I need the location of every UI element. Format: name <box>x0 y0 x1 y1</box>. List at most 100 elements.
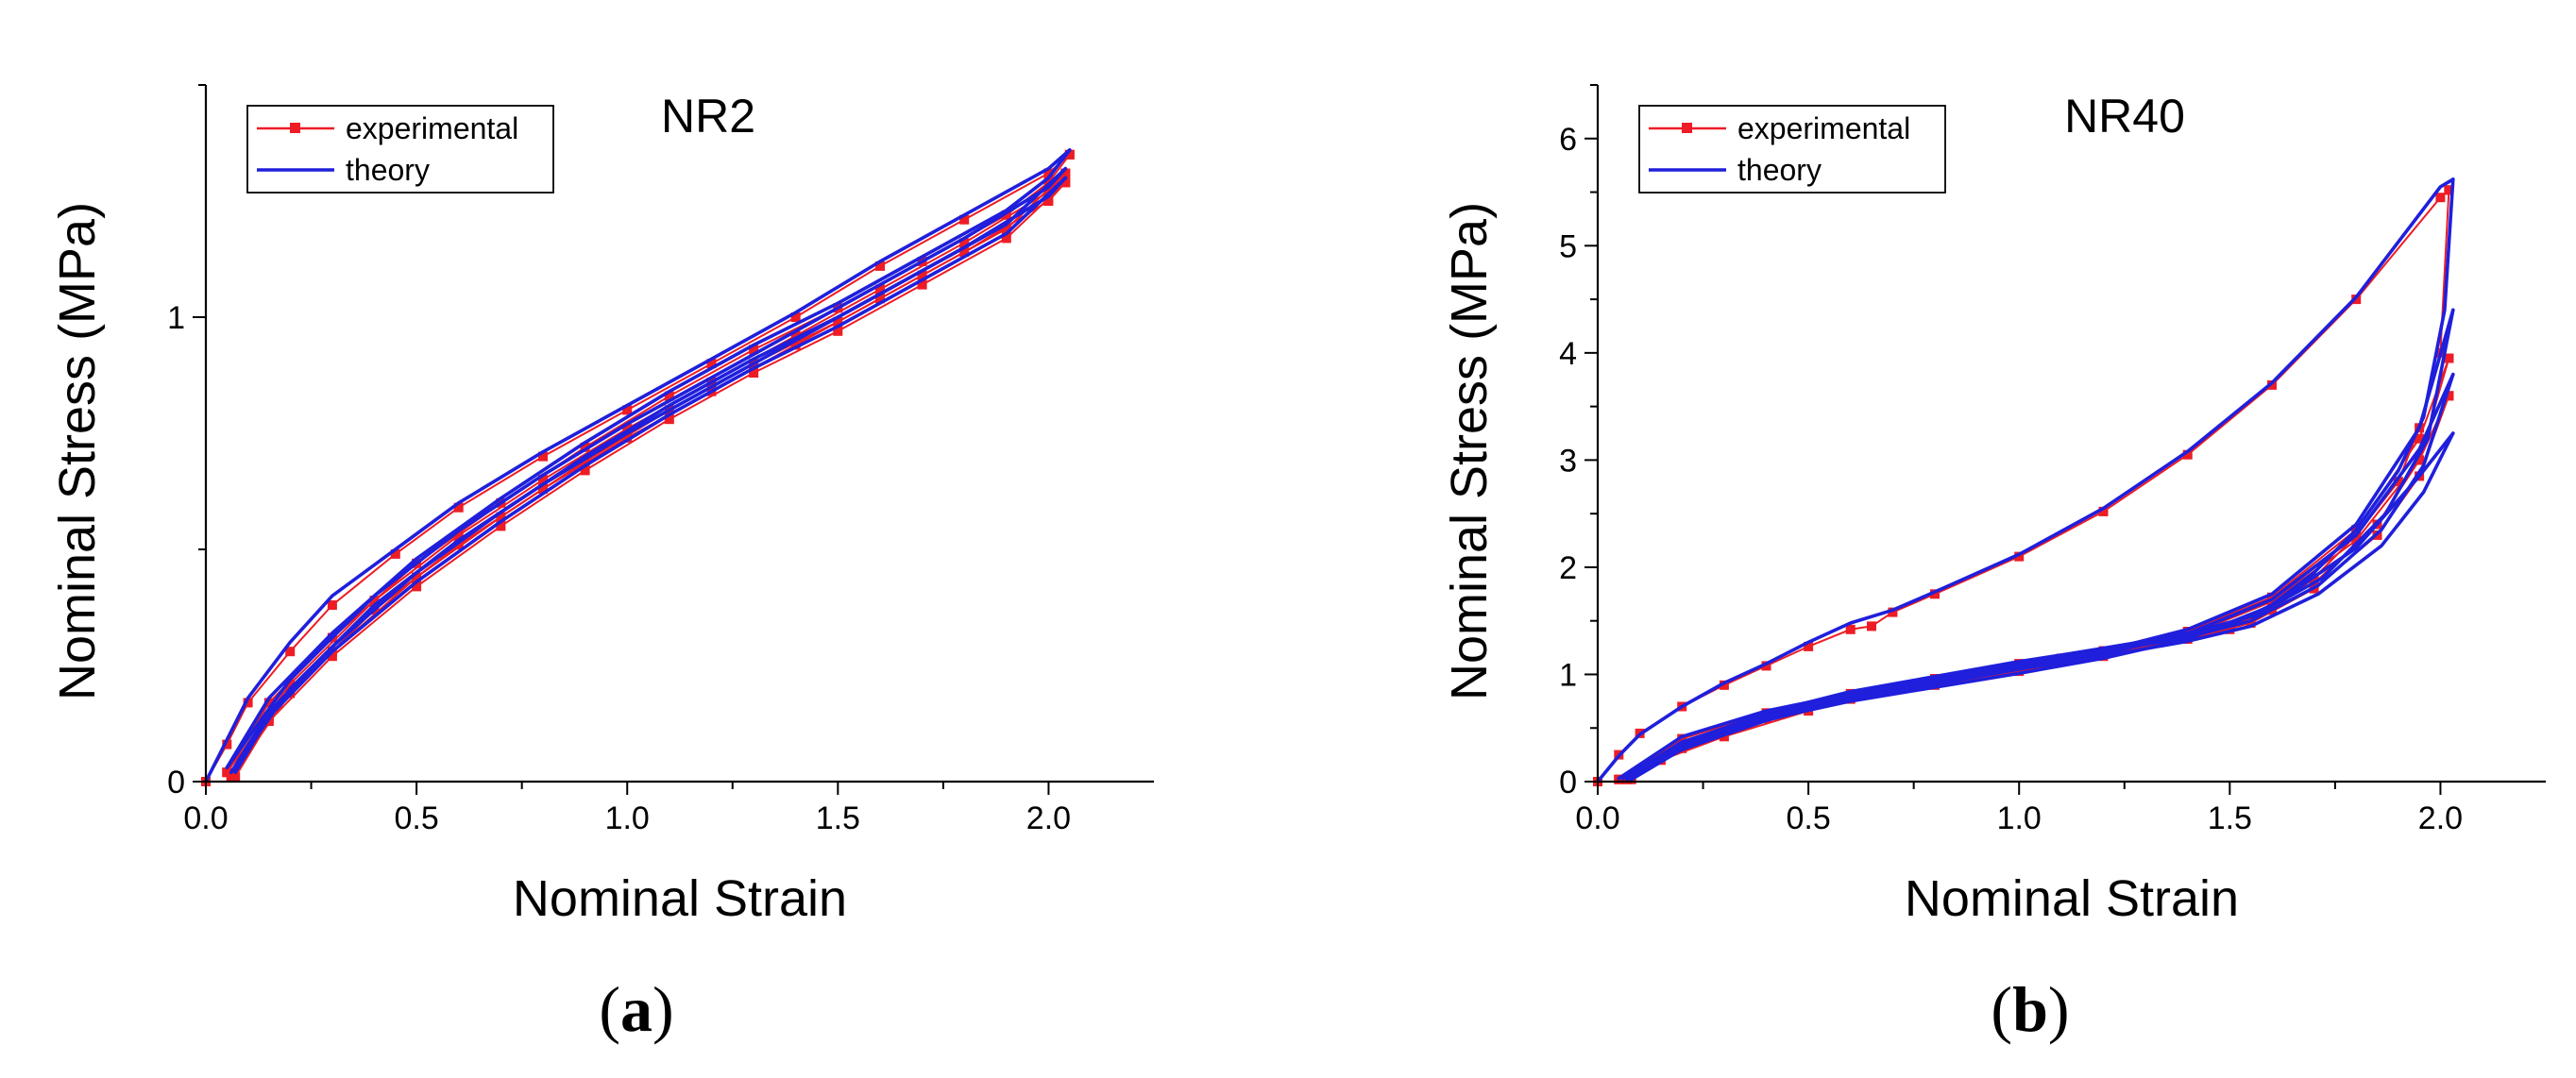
nr2-legend-experimental-label: experimental <box>346 111 518 145</box>
nr2-experimental-cycle-2-loading-line <box>226 172 1067 774</box>
nr40-experimental-point <box>2415 455 2425 465</box>
nr40-experimental-point <box>2246 618 2256 628</box>
nr2-experimental-point <box>1060 177 1071 188</box>
nr40-experimental-point <box>2393 477 2403 487</box>
nr2-legend-theory-label: theory <box>346 153 430 187</box>
nr2-x-tick-label: 0.0 <box>183 800 228 836</box>
nr40-experimental-point <box>2014 551 2025 562</box>
panel-a-nr2-chart: 0.0 0.5 1.0 1.5 2.0 01 NR2 Nominal Strain No… <box>49 84 1154 1045</box>
nr2-experimental-point <box>243 698 253 708</box>
nr2-experimental-point <box>875 294 885 304</box>
nr40-experimental-point <box>2351 535 2362 546</box>
nr40-experimental-point <box>1930 589 1940 599</box>
nr2-legend-box <box>246 105 554 194</box>
nr2-experimental-point <box>959 214 970 225</box>
nr40-theory-cycle-3-unloading-line <box>1625 372 2455 782</box>
nr2-experimental-cycle-1-unloading-line <box>226 153 1071 774</box>
nr2-chart-title: NR2 <box>661 90 755 143</box>
nr40-experimental-point <box>2435 193 2446 203</box>
nr40-series-theory <box>1596 177 2455 783</box>
nr40-x-tick-label: 0.5 <box>1786 800 1830 836</box>
nr2-theory-cycle-2-loading-line <box>225 166 1068 769</box>
nr2-plot-area <box>201 148 1075 786</box>
nr40-legend-box <box>1638 105 1946 194</box>
nr2-experimental-point <box>1001 224 1011 234</box>
nr40-x-tick-label: 1.0 <box>1997 800 2042 836</box>
nr40-experimental-point <box>1719 680 1729 690</box>
nr2-experimental-point <box>622 424 633 434</box>
nr40-legend: experimental theory <box>1638 105 1946 194</box>
nr40-plot-area <box>1593 177 2455 786</box>
nr40-experimental-point <box>2098 506 2109 516</box>
nr40-y-tick-label: 0 <box>1559 765 1577 800</box>
panel-b-label: (b) <box>1991 973 2069 1045</box>
nr40-y-tick-label: 5 <box>1559 228 1577 264</box>
nr2-experimental-point <box>390 548 400 559</box>
nr2-experimental-point <box>833 326 843 336</box>
nr40-y-tick-label: 3 <box>1559 443 1577 479</box>
nr40-experimental-point <box>2225 624 2235 634</box>
nr2-y-tick-label: 0 <box>167 765 185 800</box>
nr2-experimental-point <box>285 647 296 657</box>
nr2-x-tick-label: 1.0 <box>605 800 650 836</box>
nr40-y-axis-title: Nominal Stress (MPa) <box>1441 202 1498 700</box>
nr2-experimental-point <box>222 739 232 750</box>
nr40-y-ticks: 0 1 2 3 4 5 6 <box>1559 84 1598 800</box>
nr40-experimental-cycle-1-unloading-line <box>1618 189 2450 781</box>
panel-a-letter: a <box>620 973 652 1045</box>
nr40-y-tick-label: 4 <box>1559 336 1577 372</box>
nr2-experimental-point <box>706 359 717 369</box>
nr2-experimental-point <box>453 540 464 550</box>
nr2-experimental-point <box>327 651 337 662</box>
nr2-experimental-point <box>664 391 674 401</box>
nr40-legend-theory-label: theory <box>1737 153 1822 187</box>
nr40-experimental-point <box>2182 449 2193 460</box>
nr2-theory-cycle-1-loading-line <box>204 148 1072 783</box>
nr40-theory-cycle-1-unloading-line <box>1617 177 2455 781</box>
nr40-experimental-point <box>1867 621 1876 632</box>
nr2-x-tick-label: 1.5 <box>816 800 860 836</box>
nr2-experimental-point <box>622 405 633 415</box>
nr2-experimental-point <box>790 340 801 350</box>
nr2-experimental-point <box>875 284 885 295</box>
nr2-experimental-point <box>1043 196 1054 206</box>
nr2-y-axis-title: Nominal Stress (MPa) <box>49 202 106 700</box>
nr2-legend-experimental-marker-icon <box>290 123 300 133</box>
nr40-experimental-point <box>2415 433 2425 444</box>
nr2-experimental-point <box>580 442 590 452</box>
nr2-experimental-cycle-3-unloading-line <box>234 181 1067 779</box>
nr2-experimental-point <box>959 247 970 258</box>
nr40-experimental-point <box>1845 624 1856 634</box>
nr40-legend-experimental-label: experimental <box>1737 111 1910 145</box>
nr40-experimental-point <box>1761 661 1771 671</box>
nr40-x-ticks: 0.0 0.5 1.0 1.5 2.0 <box>1575 782 2463 836</box>
nr2-theory-cycle-3-loading-line <box>229 176 1068 774</box>
nr2-x-tick-label: 2.0 <box>1026 800 1071 836</box>
nr2-experimental-point <box>453 531 464 541</box>
nr2-x-tick-label: 0.5 <box>394 800 438 836</box>
nr40-legend-experimental-marker-icon <box>1682 123 1692 133</box>
nr2-experimental-point <box>412 581 422 592</box>
nr2-experimental-point <box>1001 233 1011 244</box>
nr40-experimental-point <box>2444 353 2454 363</box>
nr2-experimental-point <box>538 484 548 494</box>
nr40-experimental-point <box>2267 597 2277 607</box>
nr40-experimental-point <box>1677 733 1687 744</box>
nr40-series-experimental <box>1593 185 2454 786</box>
nr2-experimental-cycle-2-unloading-line <box>229 172 1067 779</box>
nr2-experimental-point <box>664 414 674 425</box>
nr2-experimental-point <box>263 698 274 708</box>
nr2-theory-cycle-1-unloading-line <box>225 148 1072 769</box>
nr2-experimental-point <box>1060 168 1071 178</box>
nr2-experimental-point <box>327 600 337 610</box>
nr2-experimental-point <box>369 596 380 606</box>
nr2-x-ticks: 0.0 0.5 1.0 1.5 2.0 <box>183 782 1071 836</box>
nr2-experimental-point <box>749 345 759 355</box>
nr2-experimental-point <box>790 330 801 341</box>
nr40-chart-title: NR40 <box>2064 90 2185 143</box>
nr2-experimental-point <box>959 238 970 248</box>
nr40-x-tick-label: 0.0 <box>1575 800 1619 836</box>
nr40-experimental-point <box>1888 607 1898 617</box>
nr40-theory-cycle-1-loading-line <box>1596 177 2455 783</box>
